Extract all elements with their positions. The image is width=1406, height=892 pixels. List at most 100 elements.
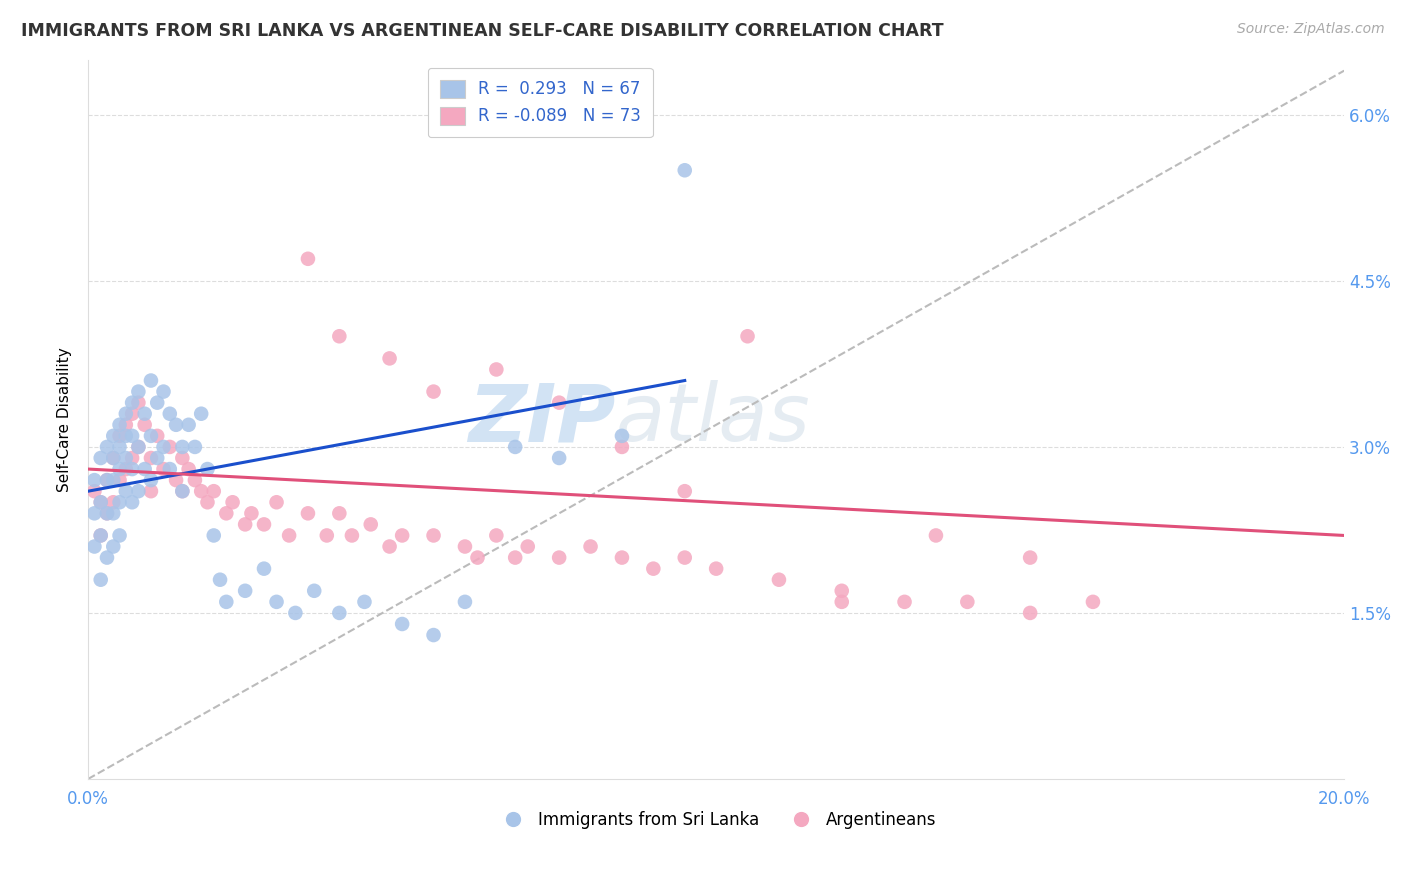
Point bbox=[253, 517, 276, 532]
Point bbox=[328, 329, 350, 343]
Point bbox=[103, 506, 125, 520]
Point bbox=[956, 595, 979, 609]
Point bbox=[233, 517, 256, 532]
Point bbox=[177, 462, 200, 476]
Point bbox=[139, 450, 162, 465]
Point bbox=[1019, 550, 1042, 565]
Point bbox=[83, 473, 105, 487]
Point bbox=[673, 163, 696, 178]
Point bbox=[221, 495, 243, 509]
Point bbox=[360, 517, 382, 532]
Point bbox=[139, 484, 162, 499]
Point bbox=[704, 562, 727, 576]
Legend: Immigrants from Sri Lanka, Argentineans: Immigrants from Sri Lanka, Argentineans bbox=[489, 804, 943, 835]
Point bbox=[610, 440, 633, 454]
Point bbox=[278, 528, 301, 542]
Point bbox=[108, 528, 131, 542]
Point bbox=[103, 495, 125, 509]
Point bbox=[108, 473, 131, 487]
Point bbox=[127, 440, 149, 454]
Point bbox=[610, 550, 633, 565]
Point bbox=[485, 528, 508, 542]
Point bbox=[202, 484, 225, 499]
Point bbox=[579, 540, 602, 554]
Point bbox=[467, 550, 489, 565]
Point bbox=[172, 440, 194, 454]
Point bbox=[925, 528, 948, 542]
Point bbox=[103, 429, 125, 443]
Point bbox=[96, 473, 118, 487]
Point bbox=[233, 583, 256, 598]
Point bbox=[134, 407, 156, 421]
Point bbox=[139, 473, 162, 487]
Point bbox=[139, 429, 162, 443]
Point bbox=[240, 506, 263, 520]
Point bbox=[139, 374, 162, 388]
Point bbox=[152, 440, 174, 454]
Point bbox=[121, 495, 143, 509]
Point bbox=[108, 429, 131, 443]
Point bbox=[208, 573, 231, 587]
Point bbox=[96, 473, 118, 487]
Point bbox=[503, 550, 526, 565]
Point bbox=[503, 440, 526, 454]
Point bbox=[454, 540, 477, 554]
Point bbox=[146, 395, 169, 409]
Point bbox=[96, 506, 118, 520]
Text: ZIP: ZIP bbox=[468, 380, 616, 458]
Point bbox=[297, 252, 319, 266]
Point bbox=[96, 440, 118, 454]
Point bbox=[391, 528, 413, 542]
Point bbox=[831, 583, 853, 598]
Point bbox=[184, 440, 207, 454]
Point bbox=[184, 473, 207, 487]
Point bbox=[114, 417, 136, 432]
Point bbox=[165, 417, 187, 432]
Point bbox=[172, 484, 194, 499]
Point bbox=[127, 395, 149, 409]
Point bbox=[197, 495, 219, 509]
Point bbox=[454, 595, 477, 609]
Point bbox=[103, 450, 125, 465]
Point bbox=[253, 562, 276, 576]
Point bbox=[83, 484, 105, 499]
Point bbox=[121, 462, 143, 476]
Point bbox=[152, 462, 174, 476]
Point bbox=[190, 484, 212, 499]
Point bbox=[127, 484, 149, 499]
Point bbox=[172, 484, 194, 499]
Point bbox=[83, 540, 105, 554]
Point bbox=[134, 462, 156, 476]
Point bbox=[266, 495, 288, 509]
Point bbox=[284, 606, 307, 620]
Point bbox=[96, 550, 118, 565]
Point bbox=[103, 540, 125, 554]
Point bbox=[1019, 606, 1042, 620]
Point bbox=[422, 384, 444, 399]
Point bbox=[90, 495, 112, 509]
Point bbox=[548, 395, 571, 409]
Point bbox=[302, 583, 325, 598]
Point bbox=[90, 528, 112, 542]
Point bbox=[90, 528, 112, 542]
Point bbox=[114, 429, 136, 443]
Point bbox=[643, 562, 665, 576]
Point bbox=[177, 417, 200, 432]
Point bbox=[673, 550, 696, 565]
Point bbox=[422, 628, 444, 642]
Point bbox=[108, 462, 131, 476]
Point bbox=[159, 407, 181, 421]
Point bbox=[90, 495, 112, 509]
Y-axis label: Self-Care Disability: Self-Care Disability bbox=[58, 347, 72, 491]
Point bbox=[108, 495, 131, 509]
Point bbox=[485, 362, 508, 376]
Text: atlas: atlas bbox=[616, 380, 810, 458]
Point bbox=[297, 506, 319, 520]
Point bbox=[737, 329, 759, 343]
Point bbox=[610, 429, 633, 443]
Point bbox=[172, 450, 194, 465]
Text: IMMIGRANTS FROM SRI LANKA VS ARGENTINEAN SELF-CARE DISABILITY CORRELATION CHART: IMMIGRANTS FROM SRI LANKA VS ARGENTINEAN… bbox=[21, 22, 943, 40]
Point bbox=[1081, 595, 1104, 609]
Point bbox=[121, 395, 143, 409]
Point bbox=[103, 473, 125, 487]
